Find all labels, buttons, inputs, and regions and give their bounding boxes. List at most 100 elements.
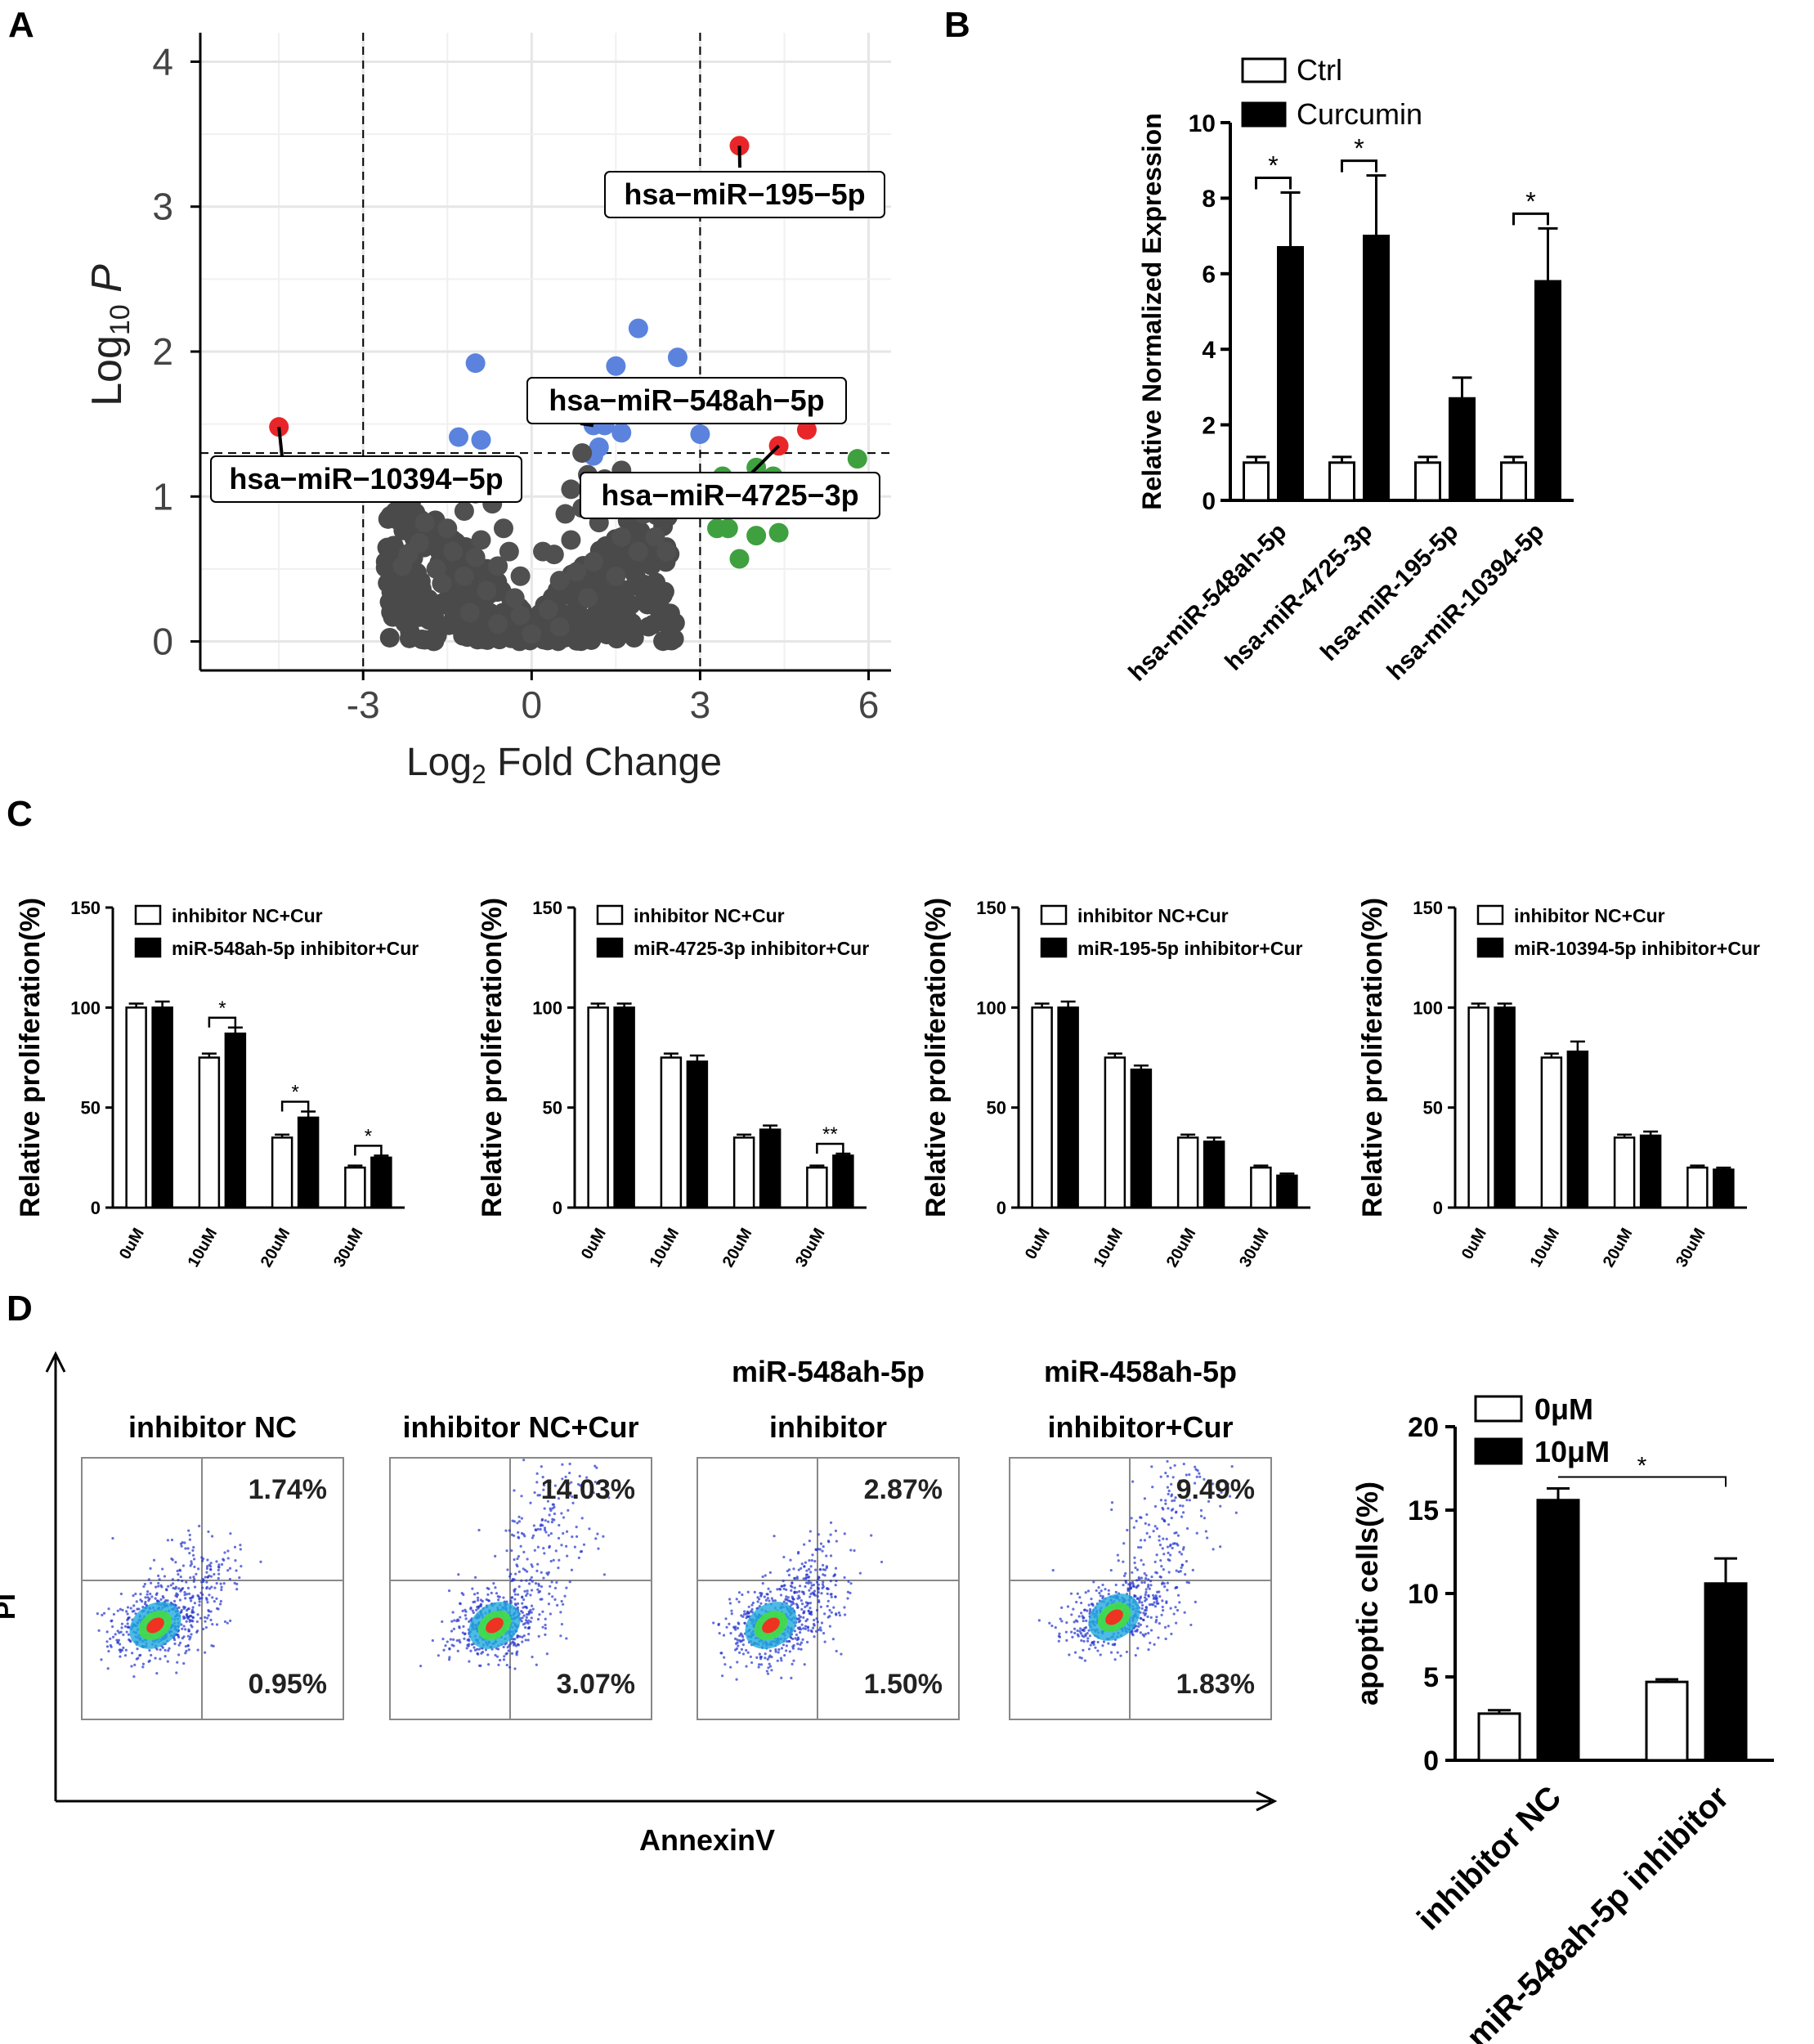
event-dot xyxy=(549,1585,552,1588)
event-dot xyxy=(517,1515,521,1518)
event-dot xyxy=(183,1590,186,1594)
bar-treatment xyxy=(224,1032,247,1209)
event-dot xyxy=(1065,1638,1068,1642)
event-dot xyxy=(1140,1607,1144,1610)
event-dot xyxy=(139,1598,142,1602)
bar-treatment xyxy=(151,1006,173,1209)
event-dot xyxy=(184,1597,187,1600)
event-dot xyxy=(128,1638,131,1642)
event-dot xyxy=(173,1642,177,1646)
event-dot xyxy=(125,1610,128,1613)
event-dot xyxy=(828,1615,831,1618)
event-dot xyxy=(1159,1475,1162,1478)
event-dot xyxy=(155,1585,158,1589)
ns-point xyxy=(645,527,665,547)
bar-control xyxy=(1645,1680,1689,1762)
event-dot xyxy=(1126,1528,1129,1532)
event-dot xyxy=(220,1588,223,1592)
event-dot xyxy=(820,1621,824,1625)
event-dot xyxy=(567,1481,571,1486)
event-dot xyxy=(735,1647,739,1651)
y-tick-label: 15 xyxy=(1408,1495,1439,1526)
category-label: 0uM xyxy=(1458,1226,1490,1263)
event-dot xyxy=(1204,1530,1207,1533)
event-dot xyxy=(1193,1481,1197,1485)
ns-point xyxy=(656,541,677,562)
event-dot xyxy=(800,1602,804,1606)
event-dot xyxy=(733,1626,737,1629)
event-dot xyxy=(544,1633,547,1636)
bar-treatment xyxy=(1363,235,1390,502)
event-dot xyxy=(753,1590,756,1594)
event-dot xyxy=(553,1586,558,1590)
event-dot xyxy=(800,1641,804,1644)
event-dot xyxy=(800,1607,804,1611)
event-dot xyxy=(833,1573,836,1577)
panel-letter-c: C xyxy=(7,794,33,834)
event-dot xyxy=(521,1640,524,1643)
significant-point xyxy=(796,419,817,440)
event-dot xyxy=(1099,1653,1102,1656)
event-dot xyxy=(127,1633,131,1636)
ns-point xyxy=(488,556,508,576)
event-dot xyxy=(826,1599,830,1602)
event-dot xyxy=(543,1528,547,1532)
event-dot xyxy=(223,1551,226,1554)
event-dot xyxy=(1102,1640,1106,1643)
event-dot xyxy=(1124,1571,1127,1576)
event-dot xyxy=(464,1608,467,1611)
event-dot xyxy=(782,1587,786,1590)
legend-label: Ctrl xyxy=(1297,53,1342,87)
event-dot xyxy=(1161,1605,1164,1609)
event-dot xyxy=(450,1620,454,1623)
event-dot xyxy=(200,1556,204,1559)
event-dot xyxy=(804,1585,807,1589)
event-dot xyxy=(768,1599,771,1602)
p-only-point xyxy=(606,356,626,376)
event-dot xyxy=(157,1581,160,1585)
event-dot xyxy=(105,1645,110,1648)
event-dot xyxy=(778,1587,782,1591)
event-dot xyxy=(147,1578,150,1581)
event-dot xyxy=(593,1480,597,1484)
event-dot xyxy=(442,1648,446,1652)
event-dot xyxy=(1134,1566,1137,1570)
event-dot xyxy=(751,1601,755,1605)
event-dot xyxy=(1130,1517,1133,1520)
event-dot xyxy=(808,1602,813,1605)
event-dot xyxy=(477,1596,480,1599)
event-dot xyxy=(1088,1634,1092,1638)
event-dot xyxy=(791,1595,794,1598)
event-dot xyxy=(568,1494,571,1497)
event-dot xyxy=(792,1567,795,1571)
event-dot xyxy=(746,1615,750,1618)
event-dot xyxy=(535,1569,539,1572)
event-dot xyxy=(192,1545,195,1549)
event-dot xyxy=(1116,1651,1119,1654)
event-dot xyxy=(186,1586,190,1589)
event-dot xyxy=(735,1678,738,1681)
event-dot xyxy=(535,1663,538,1666)
event-dot xyxy=(526,1570,529,1573)
event-dot xyxy=(767,1666,770,1670)
event-dot xyxy=(513,1598,517,1601)
event-dot xyxy=(1155,1527,1159,1531)
event-dot xyxy=(788,1650,791,1653)
event-dot xyxy=(821,1583,825,1586)
event-dot xyxy=(529,1578,532,1581)
event-dot xyxy=(522,1614,526,1617)
event-dot xyxy=(730,1609,733,1612)
event-dot xyxy=(517,1531,520,1534)
event-dot xyxy=(822,1632,826,1635)
event-dot xyxy=(809,1586,813,1589)
event-dot xyxy=(1144,1576,1148,1580)
event-dot xyxy=(200,1597,204,1600)
event-dot xyxy=(795,1633,799,1637)
bar-control xyxy=(1467,1006,1489,1209)
event-dot xyxy=(226,1621,229,1625)
event-dot xyxy=(226,1557,230,1560)
event-dot xyxy=(723,1663,727,1666)
event-dot xyxy=(504,1652,508,1656)
event-dot xyxy=(724,1617,728,1620)
event-dot xyxy=(736,1626,740,1630)
